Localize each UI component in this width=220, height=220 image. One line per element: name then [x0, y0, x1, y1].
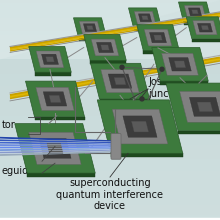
Polygon shape	[192, 38, 220, 42]
Polygon shape	[150, 32, 167, 43]
Polygon shape	[36, 87, 74, 110]
Polygon shape	[97, 100, 183, 153]
Polygon shape	[91, 39, 119, 56]
Polygon shape	[152, 48, 208, 81]
Polygon shape	[192, 10, 198, 14]
Circle shape	[160, 67, 164, 71]
Polygon shape	[134, 11, 156, 24]
Polygon shape	[27, 173, 95, 177]
Polygon shape	[35, 72, 71, 76]
Polygon shape	[46, 57, 54, 62]
Polygon shape	[29, 46, 71, 72]
Polygon shape	[154, 35, 162, 40]
Polygon shape	[114, 77, 126, 85]
Polygon shape	[112, 109, 168, 144]
Polygon shape	[201, 26, 209, 30]
Polygon shape	[101, 45, 109, 50]
Polygon shape	[137, 25, 179, 50]
Polygon shape	[29, 132, 81, 164]
Polygon shape	[84, 35, 126, 60]
Polygon shape	[198, 23, 213, 32]
Polygon shape	[197, 102, 213, 112]
Polygon shape	[178, 130, 220, 134]
Polygon shape	[166, 83, 220, 130]
Polygon shape	[123, 116, 157, 137]
Polygon shape	[42, 54, 59, 64]
Circle shape	[140, 97, 144, 101]
Polygon shape	[174, 61, 186, 68]
Polygon shape	[79, 21, 101, 34]
Polygon shape	[169, 58, 191, 71]
Polygon shape	[97, 42, 114, 53]
Polygon shape	[47, 143, 63, 153]
Polygon shape	[73, 18, 106, 38]
Polygon shape	[160, 81, 208, 84]
Polygon shape	[90, 63, 150, 99]
Text: tor: tor	[2, 120, 16, 130]
Polygon shape	[131, 121, 149, 132]
Polygon shape	[189, 97, 220, 116]
Polygon shape	[143, 50, 179, 54]
Polygon shape	[79, 38, 106, 41]
Polygon shape	[162, 53, 198, 75]
Polygon shape	[108, 74, 132, 88]
Text: eguide: eguide	[2, 166, 35, 176]
Polygon shape	[101, 70, 139, 93]
Polygon shape	[36, 51, 64, 68]
Text: superconducting
quantum interference
device: superconducting quantum interference dev…	[57, 178, 163, 211]
Polygon shape	[90, 60, 126, 64]
Polygon shape	[43, 92, 67, 106]
Polygon shape	[128, 8, 161, 28]
Polygon shape	[178, 2, 211, 22]
Polygon shape	[99, 99, 150, 102]
Polygon shape	[193, 21, 217, 35]
Polygon shape	[0, 0, 220, 59]
Polygon shape	[183, 22, 211, 25]
Polygon shape	[35, 117, 84, 120]
Polygon shape	[87, 26, 93, 30]
Polygon shape	[138, 14, 152, 22]
Polygon shape	[184, 6, 206, 18]
Polygon shape	[83, 24, 97, 32]
Polygon shape	[180, 91, 220, 122]
Polygon shape	[39, 138, 71, 158]
Polygon shape	[142, 16, 148, 20]
Polygon shape	[186, 17, 220, 38]
Text: Josephson
junctions: Josephson junctions	[148, 77, 198, 99]
Polygon shape	[15, 124, 95, 173]
Polygon shape	[144, 29, 172, 46]
Polygon shape	[111, 153, 183, 157]
Polygon shape	[134, 28, 161, 31]
Polygon shape	[26, 81, 84, 117]
Polygon shape	[49, 95, 61, 103]
Polygon shape	[188, 8, 202, 16]
FancyBboxPatch shape	[111, 134, 121, 159]
Circle shape	[120, 65, 124, 69]
